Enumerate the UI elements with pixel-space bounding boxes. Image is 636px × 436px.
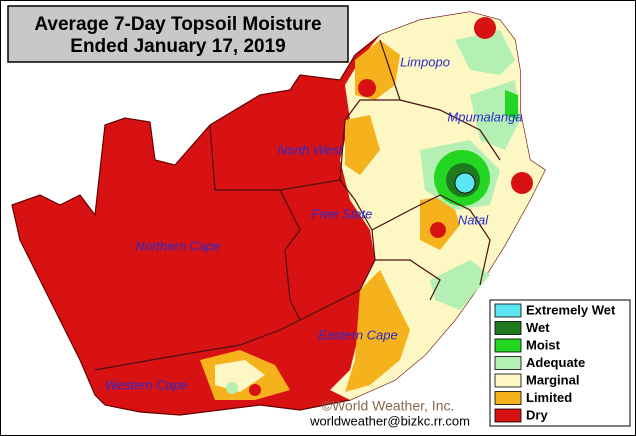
credit-email: worldweather@bizkc.rr.com [309, 413, 470, 428]
legend-swatch [494, 303, 522, 318]
region-labels: Limpopo Mpumalanga North West Free State Nat… [105, 54, 523, 392]
title-box: Average 7-Day Topsoil Moisture Ended Jan… [7, 5, 349, 63]
legend-label: Adequate [526, 355, 585, 370]
region-label: Limpopo [400, 54, 450, 69]
legend-swatch [494, 408, 522, 423]
map-shapes [11, 11, 546, 416]
region-label: Western Cape [105, 377, 188, 392]
legend-swatch [494, 373, 522, 388]
credit: ©World Weather, Inc. [322, 398, 455, 414]
legend-swatch [494, 391, 522, 405]
legend-swatch [494, 356, 522, 370]
region-label: Mpumalanga [447, 109, 522, 124]
region-label: Northern Cape [135, 238, 220, 253]
legend-swatch [494, 321, 522, 335]
title-line: Average 7-Day Topsoil Moisture [34, 14, 321, 35]
legend-label: Moist [526, 337, 561, 352]
region-label: Free State [312, 206, 373, 221]
legend-swatch [494, 338, 522, 353]
title-line: Ended January 17, 2019 [70, 36, 285, 57]
region-label: North West [278, 142, 344, 157]
legend-label: Extremely Wet [526, 302, 616, 317]
legend-label: Dry [526, 407, 548, 422]
region-label: Eastern Cape [318, 327, 398, 342]
legend-label: Wet [526, 320, 550, 335]
legend: Extremely Wet Wet Moist Adequate Marginal Lim… [489, 299, 631, 427]
legend-label: Limited [526, 390, 572, 405]
region-label: Natal [458, 212, 489, 227]
legend-label: Marginal [526, 372, 579, 387]
